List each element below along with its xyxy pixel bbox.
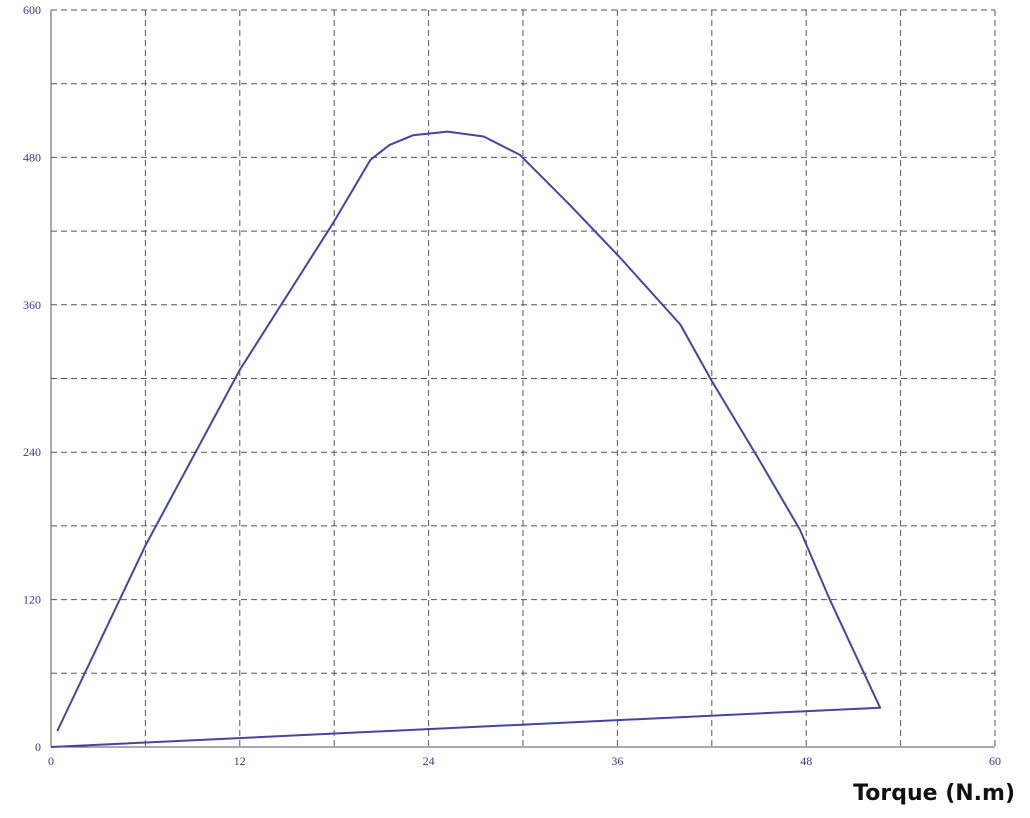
x-tick-label: 0 <box>48 754 54 768</box>
y-tick-label: 0 <box>35 740 41 754</box>
y-tick-label: 600 <box>23 3 41 17</box>
x-axis-label: Torque (N.m) <box>853 781 1015 806</box>
x-tick-label: 24 <box>423 754 435 768</box>
y-tick-label: 240 <box>23 445 41 459</box>
x-tick-label: 48 <box>800 754 812 768</box>
data-line <box>50 130 882 748</box>
x-tick-label: 60 <box>989 754 1001 768</box>
y-tick-label: 480 <box>23 150 41 164</box>
x-tick-label: 36 <box>611 754 623 768</box>
y-tick-label: 120 <box>23 593 41 607</box>
y-tick-label: 360 <box>23 298 41 312</box>
x-tick-label: 12 <box>234 754 246 768</box>
